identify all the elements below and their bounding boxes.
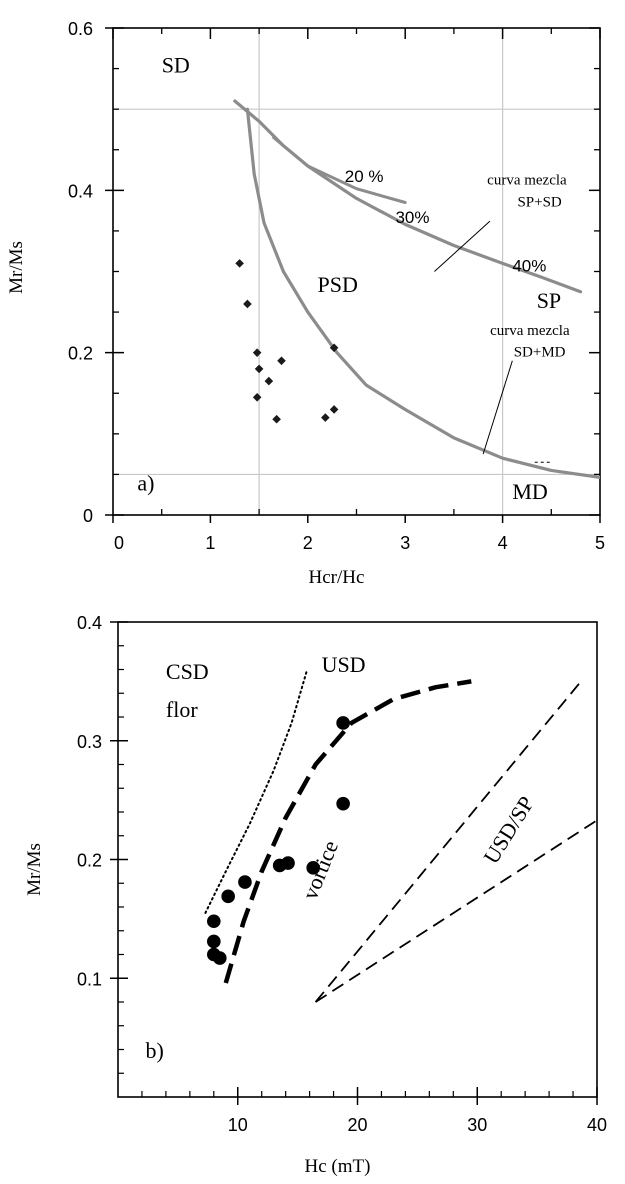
x-tick-label-0: 0 [114, 533, 124, 553]
panel-label-b: b) [146, 1038, 164, 1063]
y-axis-title-b: Mr/Ms [24, 843, 45, 896]
x-tick-label-b-2: 30 [467, 1115, 487, 1135]
data-point-b-4 [221, 889, 235, 904]
data-point-a-6 [277, 356, 286, 366]
x-tick-label-3: 3 [400, 533, 410, 553]
data-point-b-5 [238, 875, 252, 889]
x-tick-label-1: 1 [205, 533, 215, 553]
y-tick-label-b-3: 0.4 [77, 613, 102, 633]
y-tick-label-b-1: 0.2 [77, 851, 102, 871]
data-point-a-0 [235, 259, 244, 268]
label-md: MD [512, 479, 547, 504]
boundary-line-0 [204, 668, 309, 914]
data-point-a-9 [329, 405, 339, 414]
plot-b-frame [117, 621, 598, 1098]
panel-a-hysteresis-plot: 0 1 2 3 4 5 0 0.2 0.4 0.6 Hcr/Hc Mr/Ms SD PSD SP MD 20 %… [6, 19, 605, 588]
mixing-curve-2 [272, 136, 407, 204]
label-sp: SP [537, 288, 561, 313]
boundary-line-3 [315, 819, 598, 1003]
data-point-b-9 [336, 716, 350, 730]
label-mix-sd-md-2: SD+MD [514, 345, 566, 361]
panel-b-hc-plot: 10 20 30 40 0.1 0.2 0.3 0.4 Hc (mT) Mr/Ms CSD flor U… [24, 613, 607, 1177]
label-usd-sp: USD/SP [478, 792, 539, 869]
data-point-b-1 [207, 934, 221, 949]
x-axis-title: Hcr/Hc [309, 567, 365, 588]
data-point-b-7 [281, 856, 295, 870]
mixing-curve-0 [245, 107, 600, 479]
boundary-line-1 [223, 679, 472, 984]
data-point-b-3 [212, 951, 227, 965]
label-mix-sp-sd-2: SP+SD [517, 195, 561, 211]
data-point-a-1 [243, 299, 252, 309]
x-tick-label-5: 5 [595, 533, 605, 553]
label-vortice: vortice [297, 837, 343, 903]
label-mix-sd-md-1: curva mezcla [490, 323, 570, 339]
data-point-b-10 [336, 796, 350, 811]
data-point-b-0 [207, 914, 221, 929]
y-tick-label-0: 0 [83, 506, 93, 526]
x-tick-label-b-3: 40 [587, 1115, 607, 1135]
label-20pct: 20 % [345, 167, 384, 186]
y-tick-label-1: 0.2 [68, 344, 93, 364]
label-40pct: 40% [512, 257, 546, 276]
y-axis-title: Mr/Ms [6, 241, 27, 294]
leader-sd-md [482, 360, 513, 455]
data-point-a-2 [252, 348, 262, 357]
y-tick-label-2: 0.4 [68, 181, 93, 201]
data-point-a-7 [272, 414, 281, 424]
mixing-curve-1 [233, 99, 583, 294]
data-point-a-5 [264, 376, 274, 386]
label-psd: PSD [318, 272, 358, 297]
y-tick-label-b-2: 0.3 [77, 732, 102, 752]
data-point-b-8 [306, 861, 320, 875]
label-usd: USD [322, 652, 366, 677]
x-axis-title-b: Hc (mT) [305, 1156, 371, 1177]
data-point-a-8 [321, 413, 330, 422]
data-point-a-10 [329, 343, 339, 353]
data-point-a-4 [252, 393, 262, 402]
label-30pct: 30% [395, 208, 429, 227]
data-point-a-3 [254, 364, 264, 374]
y-tick-label-b-0: 0.1 [77, 969, 102, 989]
y-tick-label-3: 0.6 [68, 19, 93, 39]
x-tick-label-b-1: 20 [347, 1115, 367, 1135]
x-tick-label-4: 4 [498, 533, 508, 553]
leader-sp-sd [434, 220, 491, 272]
curves-a [233, 99, 600, 479]
boundary-line-2 [314, 683, 580, 1003]
label-csd: CSD [166, 659, 209, 684]
x-tick-label-2: 2 [303, 533, 313, 553]
label-mix-sp-sd-1: curva mezcla [487, 173, 567, 189]
label-flor: flor [166, 697, 198, 722]
x-tick-label-b-0: 10 [228, 1115, 248, 1135]
panel-label-a: a) [137, 471, 154, 496]
label-sd: SD [162, 53, 190, 78]
